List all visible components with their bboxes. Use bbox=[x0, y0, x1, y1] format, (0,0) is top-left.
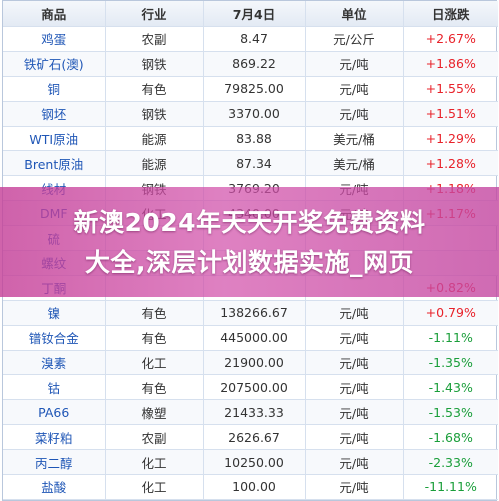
industry-cell: 农副 bbox=[105, 424, 204, 451]
price-cell: 21900.00 bbox=[203, 350, 306, 376]
unit-cell: 元/吨 bbox=[305, 300, 404, 326]
header-unit[interactable]: 单位 bbox=[305, 1, 404, 27]
commodity-name-cell[interactable]: 盐酸 bbox=[3, 474, 106, 500]
unit-cell: 元/公斤 bbox=[305, 26, 404, 52]
unit-cell: 元/吨 bbox=[305, 424, 404, 451]
industry-cell: 化工 bbox=[105, 474, 204, 500]
price-cell: 207500.00 bbox=[203, 374, 306, 401]
daily-change-cell: +1.51% bbox=[403, 101, 498, 127]
commodity-name-cell[interactable]: 丙二醇 bbox=[3, 449, 106, 476]
daily-change-cell: +2.67% bbox=[403, 26, 498, 52]
price-cell: 10250.00 bbox=[203, 449, 306, 476]
commodity-name-cell[interactable]: 菜籽粕 bbox=[3, 424, 106, 451]
price-cell: 100.00 bbox=[203, 474, 306, 500]
table-row[interactable]: 钴有色 207500.00 元/吨 -1.43% bbox=[3, 374, 498, 401]
price-cell: 138266.67 bbox=[203, 300, 306, 326]
industry-cell: 有色 bbox=[105, 374, 204, 401]
price-cell: 8.47 bbox=[203, 26, 306, 52]
commodity-name-cell[interactable]: 鸡蛋 bbox=[3, 26, 106, 52]
table-row[interactable]: 铜有色 79825.00 元/吨 +1.55% bbox=[3, 76, 498, 102]
price-cell: 3370.00 bbox=[203, 101, 306, 127]
unit-cell: 元/吨 bbox=[305, 325, 404, 351]
banner-title-line-2: 大全,深层计划数据实施_网页 bbox=[85, 248, 414, 277]
daily-change-cell: +1.28% bbox=[403, 150, 498, 177]
daily-change-cell: +1.86% bbox=[403, 51, 498, 77]
daily-change-cell: -1.43% bbox=[403, 374, 498, 401]
unit-cell: 美元/桶 bbox=[305, 126, 404, 152]
commodity-name-cell[interactable]: 镨钕合金 bbox=[3, 325, 106, 351]
industry-cell: 有色 bbox=[105, 300, 204, 326]
commodity-name-cell[interactable]: PA66 bbox=[3, 399, 106, 426]
commodity-name-cell[interactable]: 镍 bbox=[3, 300, 106, 326]
price-cell: 445000.00 bbox=[203, 325, 306, 351]
banner-title-line-1: 新澳2024年天天开奖免费资料 bbox=[73, 208, 426, 237]
commodity-name-cell[interactable]: 铜 bbox=[3, 76, 106, 102]
industry-cell: 钢铁 bbox=[105, 101, 204, 127]
table-header: 商品 行业 7月4日 单位 日涨跌 bbox=[3, 1, 498, 27]
daily-change-cell: +1.29% bbox=[403, 126, 498, 152]
industry-cell: 有色 bbox=[105, 325, 204, 351]
table-row[interactable]: 丙二醇 化工 10250.00 元/吨 -2.33% bbox=[3, 449, 498, 476]
price-cell: 87.34 bbox=[203, 150, 306, 177]
table-row[interactable]: 溴素 化工 21900.00 元/吨 -1.35% bbox=[3, 350, 498, 376]
commodity-name-cell[interactable]: 钴 bbox=[3, 374, 106, 401]
daily-change-cell: -11.11% bbox=[403, 474, 498, 500]
unit-cell: 元/吨 bbox=[305, 399, 404, 426]
header-date-price[interactable]: 7月4日 bbox=[203, 1, 306, 27]
industry-cell: 钢铁 bbox=[105, 51, 204, 77]
overlay-banner bbox=[0, 187, 499, 297]
table-row[interactable]: 铁矿石(澳) 钢铁 869.22 元/吨 +1.86% bbox=[3, 51, 498, 77]
price-cell: 79825.00 bbox=[203, 76, 306, 102]
table-row[interactable]: 钢坯 钢铁 3370.00 元/吨 +1.51% bbox=[3, 101, 498, 127]
industry-cell: 能源 bbox=[105, 150, 204, 177]
table-row[interactable]: 盐酸 化工 100.00 元/吨 -11.11% bbox=[3, 474, 498, 500]
header-daily-change[interactable]: 日涨跌 bbox=[403, 1, 498, 27]
commodity-name-cell[interactable]: WTI原油 bbox=[3, 126, 106, 152]
price-cell: 869.22 bbox=[203, 51, 306, 77]
daily-change-cell: -1.35% bbox=[403, 350, 498, 376]
daily-change-cell: -2.33% bbox=[403, 449, 498, 476]
daily-change-cell: +1.55% bbox=[403, 76, 498, 102]
industry-cell: 能源 bbox=[105, 126, 204, 152]
industry-cell: 橡塑 bbox=[105, 399, 204, 426]
unit-cell: 美元/桶 bbox=[305, 150, 404, 177]
unit-cell: 元/吨 bbox=[305, 76, 404, 102]
unit-cell: 元/吨 bbox=[305, 474, 404, 500]
price-cell: 2626.67 bbox=[203, 424, 306, 451]
unit-cell: 元/吨 bbox=[305, 374, 404, 401]
table-row[interactable]: 鸡蛋 农副 8.47 元/公斤 +2.67% bbox=[3, 26, 498, 52]
table-row[interactable]: 菜籽粕 农副 2626.67 元/吨 -1.68% bbox=[3, 424, 498, 451]
table-row[interactable]: Brent原油 能源 87.34 美元/桶 +1.28% bbox=[3, 150, 498, 177]
table-row[interactable]: WTI原油 能源 83.88 美元/桶 +1.29% bbox=[3, 126, 498, 152]
header-commodity[interactable]: 商品 bbox=[3, 1, 106, 27]
unit-cell: 元/吨 bbox=[305, 51, 404, 77]
daily-change-cell: +0.79% bbox=[403, 300, 498, 326]
table-row[interactable]: 镍有色 138266.67 元/吨 +0.79% bbox=[3, 300, 498, 326]
commodity-name-cell[interactable]: 铁矿石(澳) bbox=[3, 51, 106, 77]
commodity-name-cell[interactable]: 溴素 bbox=[3, 350, 106, 376]
daily-change-cell: -1.68% bbox=[403, 424, 498, 451]
daily-change-cell: -1.11% bbox=[403, 325, 498, 351]
industry-cell: 化工 bbox=[105, 449, 204, 476]
commodity-name-cell[interactable]: Brent原油 bbox=[3, 150, 106, 177]
price-cell: 21433.33 bbox=[203, 399, 306, 426]
table-row[interactable]: 镨钕合金 有色 445000.00 元/吨 -1.11% bbox=[3, 325, 498, 351]
industry-cell: 农副 bbox=[105, 26, 204, 52]
unit-cell: 元/吨 bbox=[305, 350, 404, 376]
header-row: 商品 行业 7月4日 单位 日涨跌 bbox=[3, 1, 498, 27]
table-row[interactable]: PA66 橡塑 21433.33 元/吨 -1.53% bbox=[3, 399, 498, 426]
unit-cell: 元/吨 bbox=[305, 449, 404, 476]
unit-cell: 元/吨 bbox=[305, 101, 404, 127]
price-cell: 83.88 bbox=[203, 126, 306, 152]
commodity-name-cell[interactable]: 钢坯 bbox=[3, 101, 106, 127]
daily-change-cell: -1.53% bbox=[403, 399, 498, 426]
industry-cell: 化工 bbox=[105, 350, 204, 376]
industry-cell: 有色 bbox=[105, 76, 204, 102]
header-industry[interactable]: 行业 bbox=[105, 1, 204, 27]
